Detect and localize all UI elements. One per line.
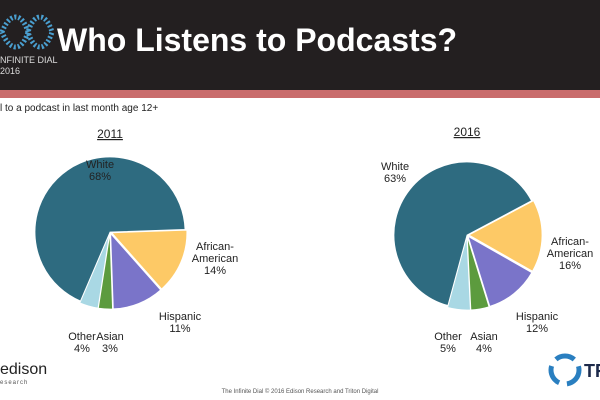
slice-label: 63% <box>384 173 406 185</box>
logo-text: NFINITE DIAL 2016 <box>0 55 58 76</box>
pie-slice-other <box>447 236 471 311</box>
slice-label: 3% <box>102 343 118 355</box>
edison-logo: edison <box>0 361 48 378</box>
pie-slice-white <box>34 156 186 302</box>
slice-label: African- <box>551 236 589 248</box>
slice-label: 4% <box>476 343 492 355</box>
pie-slice-hispanic <box>110 232 162 310</box>
header-bar <box>0 0 600 90</box>
slice-label: Hispanic <box>159 311 202 323</box>
footer-copyright: The Infinite Dial © 2016 Edison Research… <box>221 389 379 395</box>
pie-slice-asian <box>97 233 113 310</box>
subtitle: l to a podcast in last month age 12+ <box>0 103 159 114</box>
slice-label: White <box>381 161 409 173</box>
pie-slice-white <box>393 161 532 306</box>
pie-title: 2016 <box>454 125 481 139</box>
slice-label: White <box>86 159 114 171</box>
slice-label: 68% <box>89 171 111 183</box>
accent-stripe <box>0 90 600 98</box>
slice-label: 11% <box>169 323 190 335</box>
slice-label: Other <box>434 331 462 343</box>
slice-label: American <box>547 248 593 260</box>
slice-label: American <box>192 253 238 265</box>
pie-slice-other <box>79 233 110 309</box>
pie-slice-hispanic <box>467 235 533 307</box>
pie-title: 2011 <box>97 127 123 141</box>
slice-label: Asian <box>96 331 124 343</box>
slice-label: 16% <box>559 260 581 272</box>
slice-label: Hispanic <box>516 311 559 323</box>
slice-label: 12% <box>526 323 548 335</box>
pie-slice-asian <box>466 236 490 311</box>
page-title: Who Listens to Podcasts? <box>57 22 458 58</box>
slice-label: Other <box>68 331 96 343</box>
slice-label: 4% <box>74 343 90 355</box>
edison-logo-sub: esearch <box>0 380 29 386</box>
pie-slice-african-american <box>468 200 543 272</box>
infinite-dial-logo <box>0 14 55 50</box>
slice-label: 5% <box>440 343 456 355</box>
slice-label: 14% <box>204 265 226 277</box>
pie-slice-african-american <box>110 229 188 290</box>
slice-label: African- <box>196 241 234 253</box>
slice-label: Asian <box>470 331 498 343</box>
